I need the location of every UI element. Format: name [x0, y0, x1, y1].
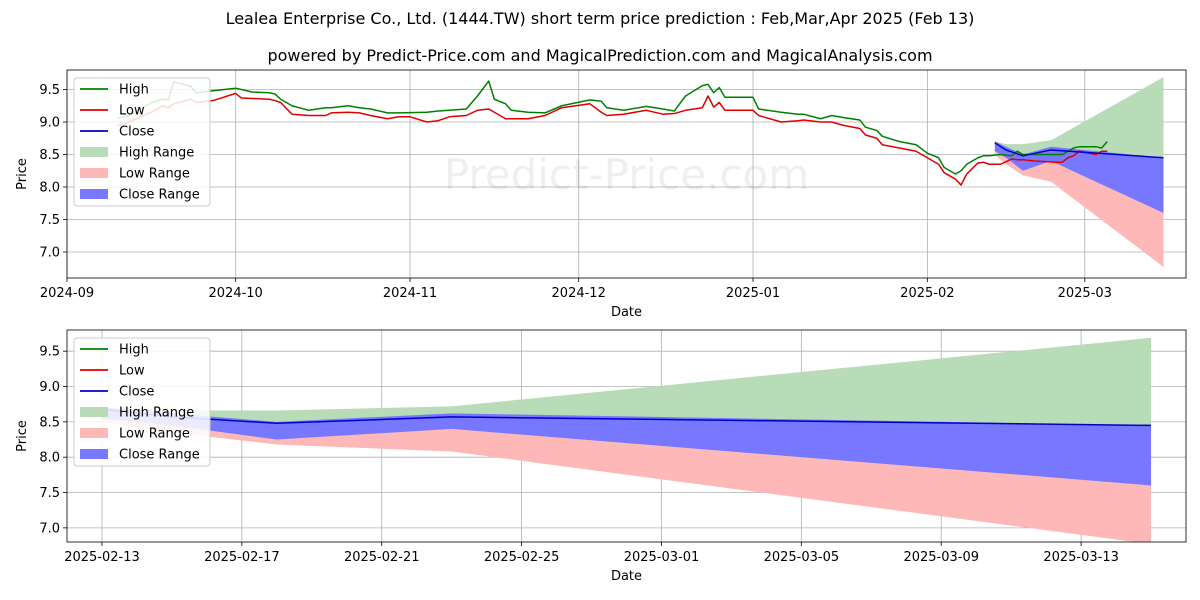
- legend-label: High Range: [119, 146, 194, 161]
- y-tick-label: 8.0: [39, 451, 60, 466]
- plot-area: [101, 337, 1152, 542]
- legend-label: Low: [119, 364, 145, 379]
- legend-swatch: [80, 449, 108, 459]
- legend-label: Close: [119, 385, 154, 400]
- y-axis-label: Price: [15, 158, 30, 190]
- axes-frame: [66, 329, 1187, 543]
- chart-title: Lealea Enterprise Co., Ltd. (1444.TW) sh…: [225, 9, 975, 28]
- legend-label: Close Range: [119, 448, 200, 463]
- watermark: Predict-Price.com: [444, 150, 809, 199]
- chart-panel-1: 7.0 7.5 8.0 8.5 9.0 9.5 2024-09 2024-10 2024-11 2…: [15, 69, 1187, 320]
- x-axis-label: Date: [611, 305, 642, 320]
- legend-label: High: [119, 83, 149, 98]
- legend-swatch: [80, 147, 108, 157]
- x-tick-label: 2025-01: [726, 286, 780, 301]
- legend: High Low Close High Range Low Range Close Ran…: [73, 337, 211, 467]
- y-tick-label: 8.5: [39, 415, 60, 430]
- legend-label: High: [119, 343, 149, 358]
- y-tick-label: 9.0: [39, 116, 60, 131]
- x-tick-label: 2024-09: [40, 286, 94, 301]
- legend-swatch: [80, 428, 108, 438]
- legend-swatch: [80, 407, 108, 417]
- y-tick-label: 9.5: [39, 345, 60, 360]
- y-tick-label: 9.0: [39, 380, 60, 395]
- close-range-band: [101, 407, 1152, 486]
- y-tick-label: 7.5: [39, 213, 60, 228]
- legend-label: High Range: [119, 406, 194, 421]
- y-tick-label: 8.0: [39, 181, 60, 196]
- x-tick-label: 2025-03-09: [903, 550, 979, 565]
- axes-frame: [66, 69, 1187, 279]
- legend-label: Close: [119, 125, 154, 140]
- y-axis-label: Price: [15, 420, 30, 452]
- x-axis-label: Date: [611, 569, 642, 584]
- x-tick-label: 2025-02-21: [344, 550, 420, 565]
- x-tick-label: 2024-10: [209, 286, 263, 301]
- low-range-band: [994, 148, 1164, 267]
- close-range-band: [994, 141, 1164, 213]
- chart-panel-2: 7.0 7.5 8.0 8.5 9.0 9.5 2025-02-13 2025-02-17 20…: [15, 329, 1187, 584]
- x-tick-label: 2025-02-25: [484, 550, 560, 565]
- legend-label: Close Range: [119, 188, 200, 203]
- legend-label: Low Range: [119, 427, 190, 442]
- close-forecast-line: [994, 142, 1164, 159]
- y-tick-label: 7.0: [39, 246, 60, 261]
- legend-label: Low Range: [119, 167, 190, 182]
- y-tick-label: 7.5: [39, 486, 60, 501]
- y-tick-label: 9.5: [39, 83, 60, 98]
- x-tick-label: 2025-03-13: [1043, 550, 1119, 565]
- legend-label: Low: [119, 104, 145, 119]
- y-tick-label: 7.0: [39, 521, 60, 536]
- low-range-band: [101, 414, 1152, 542]
- x-tick-label: 2025-03: [1058, 286, 1112, 301]
- x-tick-label: 2024-12: [552, 286, 606, 301]
- legend-swatch: [80, 189, 108, 199]
- plot-area: [117, 77, 1164, 267]
- legend-swatch: [80, 168, 108, 178]
- y-tick-label: 8.5: [39, 148, 60, 163]
- x-tick-label: 2025-02-17: [204, 550, 280, 565]
- high-series-line: [117, 80, 1108, 175]
- x-tick-label: 2025-03-05: [764, 550, 840, 565]
- legend: High Low Close High Range Low Range Close Ran…: [73, 77, 211, 207]
- low-series-line: [117, 92, 1108, 186]
- x-tick-label: 2024-11: [383, 286, 437, 301]
- chart-subtitle: powered by Predict-Price.com and Magical…: [267, 46, 933, 65]
- x-tick-label: 2025-02-13: [64, 550, 140, 565]
- x-tick-label: 2025-02: [900, 286, 954, 301]
- x-tick-label: 2025-03-01: [624, 550, 700, 565]
